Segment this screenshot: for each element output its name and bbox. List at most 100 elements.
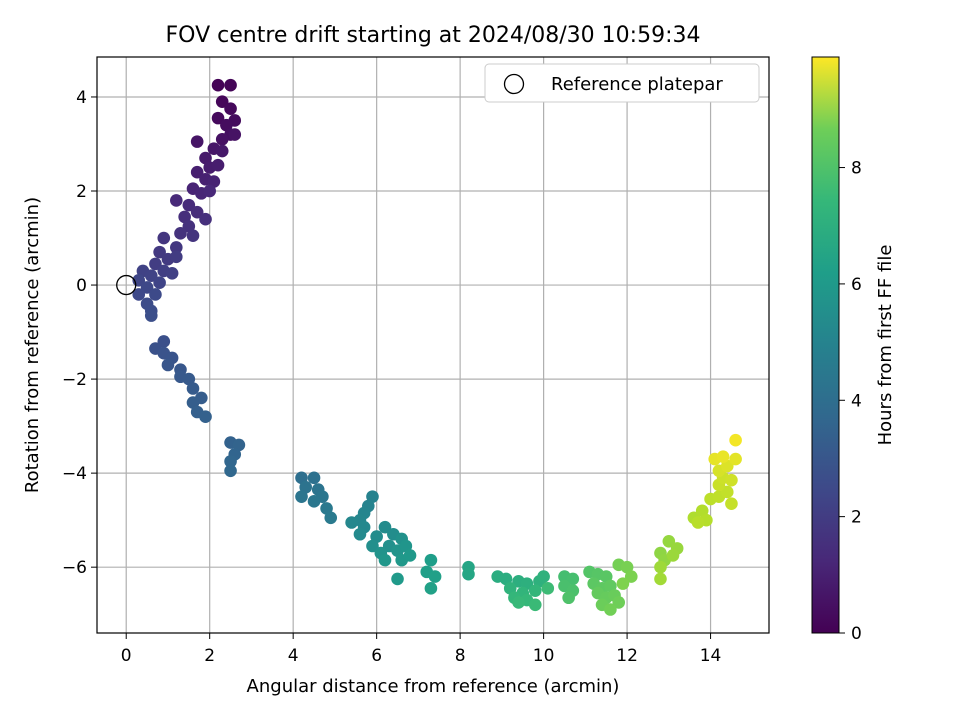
- scatter-point: [182, 219, 196, 233]
- scatter-point: [403, 549, 417, 562]
- scatter-point: [378, 553, 392, 567]
- scatter-point: [215, 144, 229, 158]
- scatter-point: [149, 288, 162, 301]
- scatter-point: [499, 572, 513, 586]
- scatter-point: [541, 582, 555, 595]
- colorbar-tick-label: 0: [851, 624, 862, 644]
- scatter-point: [720, 459, 734, 473]
- legend-label-reference: Reference platepar: [551, 74, 723, 95]
- y-tick-label: −6: [62, 558, 87, 578]
- scatter-point: [378, 520, 392, 534]
- chart-title: FOV centre drift starting at 2024/08/30 …: [166, 23, 701, 48]
- scatter-point: [604, 579, 617, 593]
- legend-box: [484, 63, 760, 103]
- scatter-point: [182, 372, 196, 386]
- scatter-point: [295, 471, 308, 485]
- y-tick-label: 4: [76, 88, 87, 108]
- scatter-point: [144, 309, 158, 322]
- colorbar: [811, 56, 840, 634]
- scatter-point: [144, 269, 158, 282]
- scatter-point: [391, 572, 404, 586]
- scatter-point: [186, 396, 200, 409]
- scatter-point: [729, 433, 742, 447]
- scatter-point: [190, 135, 204, 148]
- scatter-point: [149, 257, 162, 271]
- scatter-point: [211, 111, 225, 125]
- y-axis-label: Rotation from reference (arcmin): [22, 197, 43, 493]
- y-tick-label: 2: [76, 182, 87, 202]
- scatter-point: [215, 95, 229, 108]
- scatter-point: [624, 570, 638, 583]
- scatter-point: [165, 266, 179, 280]
- scatter-point: [190, 205, 204, 219]
- scatter-point: [203, 184, 216, 198]
- scatter-point: [299, 480, 312, 494]
- scatter-point: [666, 549, 680, 562]
- scatter-point: [224, 464, 237, 478]
- scatter-point: [140, 281, 154, 294]
- plot-area-frame: [96, 56, 770, 634]
- scatter-point: [307, 495, 321, 508]
- scatter-point: [366, 539, 379, 553]
- x-tick-label: 6: [371, 646, 382, 666]
- scatter-point: [424, 553, 438, 567]
- colorbar-tick-label: 6: [851, 275, 862, 295]
- x-tick-label: 2: [204, 646, 215, 666]
- scatter-point: [370, 530, 383, 543]
- scatter-point: [307, 471, 321, 485]
- scatter-point: [512, 596, 525, 609]
- scatter-point: [170, 241, 183, 254]
- scatter-point: [691, 516, 705, 529]
- scatter-point: [157, 231, 171, 245]
- scatter-point: [211, 158, 225, 172]
- scatter-point: [182, 198, 196, 212]
- scatter-point: [725, 497, 738, 510]
- colorbar-tick-label: 2: [851, 508, 862, 528]
- scatter-point: [199, 410, 212, 424]
- x-tick-label: 4: [288, 646, 299, 666]
- scatter-point: [725, 473, 738, 487]
- x-tick-label: 8: [455, 646, 466, 666]
- colorbar-ticks: 0 2 4 6 8: [839, 159, 862, 644]
- scatter-point: [503, 582, 517, 595]
- scatter-point: [178, 210, 191, 224]
- scatter-point: [157, 335, 171, 348]
- reference-platepar-marker: [116, 274, 137, 296]
- scatter-point: [654, 560, 667, 574]
- scatter-point: [174, 227, 187, 240]
- legend: Reference platepar: [484, 63, 760, 103]
- scatter-point: [720, 485, 734, 499]
- x-axis-label: Angular distance from reference (arcmin): [247, 676, 620, 697]
- scatter-point: [186, 382, 200, 395]
- colorbar-label: Hours from first FF file: [875, 245, 896, 446]
- y-axis-ticks: −6 −4 −2 0 2 4: [62, 88, 97, 578]
- scatter-point: [153, 245, 166, 259]
- scatter-point: [207, 175, 221, 188]
- scatter-point: [366, 490, 379, 503]
- scatter-point: [215, 132, 229, 146]
- scatter-point: [224, 78, 237, 92]
- x-tick-label: 14: [700, 646, 722, 666]
- legend-marker-reference: [503, 73, 525, 95]
- scatter-point: [199, 151, 212, 165]
- scatter-point: [616, 577, 630, 590]
- x-axis-ticks: 0 2 4 6 8 10 12 14: [121, 633, 722, 666]
- scatter-point: [566, 572, 580, 586]
- scatter-point: [716, 450, 730, 463]
- scatter-point: [199, 212, 212, 226]
- scatter-point: [620, 560, 634, 574]
- scatter-point: [153, 276, 166, 289]
- data-points: [116, 78, 742, 616]
- scatter-point: [462, 567, 475, 581]
- colorbar-tick-label: 8: [851, 159, 862, 179]
- scatter-point: [345, 516, 358, 529]
- scatter-point: [654, 572, 667, 586]
- scatter-point: [170, 194, 183, 207]
- scatter-point: [228, 128, 242, 141]
- scatter-point: [161, 358, 175, 372]
- scatter-point: [324, 511, 338, 525]
- scatter-point: [520, 577, 534, 590]
- y-tick-label: −4: [62, 464, 87, 484]
- scatter-point: [399, 539, 413, 553]
